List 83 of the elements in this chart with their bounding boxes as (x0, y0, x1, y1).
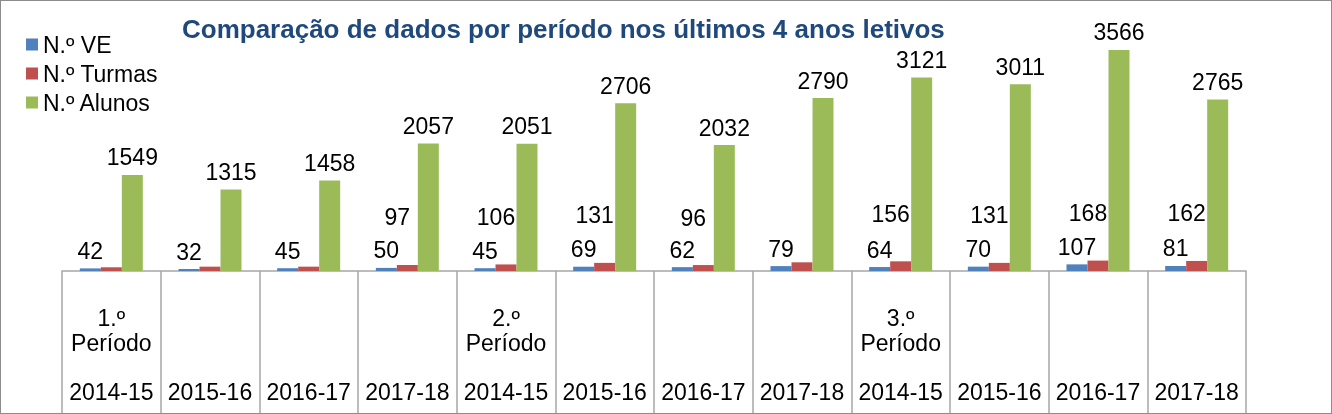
data-label: 2706 (600, 72, 652, 99)
bar (100, 267, 122, 271)
bar (277, 268, 299, 271)
bar (1207, 99, 1229, 271)
bar (1087, 260, 1109, 271)
x-tick-label: 2015-16 (562, 378, 647, 405)
data-label: 106 (476, 203, 516, 230)
data-label: 1458 (304, 150, 356, 177)
bar (1186, 260, 1208, 271)
data-label: 81 (1162, 235, 1189, 262)
x-tick-label: 2017-18 (1154, 378, 1239, 405)
data-label: 32 (176, 238, 202, 265)
x-tick-label: 2015-16 (167, 378, 253, 405)
bar (791, 262, 813, 271)
data-label: 97 (384, 204, 411, 231)
x-tick-label: 2017-18 (759, 378, 845, 405)
bar (319, 180, 341, 271)
bar (1108, 49, 1130, 271)
data-label: 3121 (896, 47, 948, 73)
data-label: 131 (970, 202, 1009, 229)
bar (396, 264, 418, 271)
data-label: 156 (871, 200, 910, 227)
data-label: 64 (866, 236, 893, 263)
data-label: 107 (1057, 233, 1097, 260)
data-label: 50 (373, 237, 400, 264)
bar (199, 266, 221, 271)
data-label: 45 (472, 237, 498, 264)
bar (869, 267, 891, 271)
bar (812, 98, 834, 271)
x-tick-label: 2016-17 (1055, 378, 1141, 405)
bar (298, 266, 320, 271)
bar (573, 266, 595, 271)
bar (375, 267, 397, 271)
bar (220, 189, 242, 271)
bar (474, 268, 496, 271)
bar (1165, 265, 1187, 271)
data-label: 3566 (1093, 19, 1145, 46)
legend-label: N.º VE (43, 31, 112, 58)
data-label: 70 (965, 236, 992, 263)
bar (1066, 264, 1088, 271)
legend-label: N.º Turmas (43, 60, 158, 87)
data-label: 2765 (1192, 69, 1244, 96)
data-label: 42 (77, 237, 104, 264)
data-label: 2057 (402, 112, 454, 139)
bar (967, 266, 989, 271)
data-label: 1549 (106, 144, 158, 171)
data-label: 1315 (205, 158, 257, 185)
chart-title: Comparação de dados por período nos últimos 4 anos letivos (182, 14, 945, 44)
bar (495, 264, 517, 271)
x-tick-label: 2016-17 (266, 378, 351, 405)
x-tick-label: 3.º Período 2014-15 (858, 305, 943, 405)
data-label: 2051 (501, 113, 553, 140)
x-tick-label: 1.º Período 2014-15 (69, 305, 154, 405)
bar (594, 262, 616, 271)
data-label: 162 (1167, 200, 1206, 227)
bar (516, 143, 538, 271)
bar (692, 265, 714, 271)
data-label: 62 (669, 236, 696, 263)
x-tick-label: 2017-18 (365, 378, 450, 405)
bar (770, 266, 792, 271)
bar (911, 77, 933, 271)
data-label: 79 (768, 235, 794, 262)
x-tick-label: 2.º Período 2014-15 (463, 305, 549, 405)
data-label: 96 (680, 204, 707, 231)
data-label: 2032 (698, 114, 750, 141)
bar (713, 145, 735, 271)
data-label: 69 (570, 236, 597, 263)
bar (79, 268, 101, 271)
bar (1009, 84, 1031, 271)
x-tick-label: 2015-16 (957, 378, 1042, 405)
x-tick-label: 2016-17 (661, 378, 746, 405)
data-label: 168 (1068, 200, 1108, 227)
data-label: 131 (575, 202, 614, 229)
bar (671, 267, 693, 271)
data-label: 2790 (797, 67, 849, 94)
bar (890, 261, 912, 271)
legend-label: N.º Alunos (43, 89, 150, 116)
bar (615, 103, 637, 271)
data-label: 45 (274, 237, 301, 264)
bar (417, 143, 439, 271)
data-label: 3011 (995, 53, 1046, 80)
bar (988, 262, 1010, 271)
bar (121, 174, 143, 271)
